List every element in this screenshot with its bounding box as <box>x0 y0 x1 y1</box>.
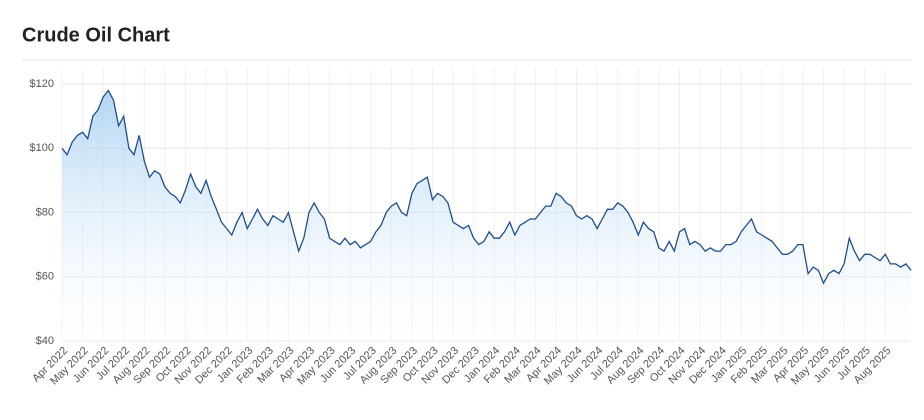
y-tick-label: $40 <box>36 335 54 347</box>
y-tick-label: $120 <box>30 78 54 90</box>
chart-title: Crude Oil Chart <box>22 24 170 46</box>
y-tick-label: $60 <box>36 271 54 283</box>
y-tick-label: $100 <box>30 142 54 154</box>
y-tick-label: $80 <box>36 206 54 218</box>
area <box>62 90 911 341</box>
price-line <box>61 89 912 285</box>
